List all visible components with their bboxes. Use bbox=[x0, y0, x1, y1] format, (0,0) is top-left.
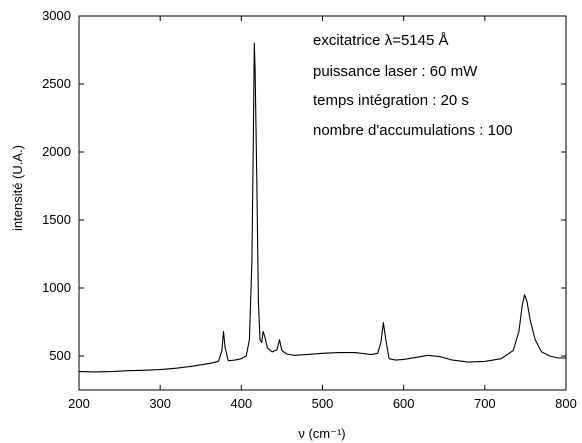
annotation-accumulations: nombre d'accumulations : 100 bbox=[313, 122, 513, 139]
x-axis-ticks: 200 300 400 500 600 700 800 bbox=[68, 16, 577, 411]
x-tick-label-400: 400 bbox=[230, 396, 252, 411]
annotation-excitatrice: excitatrice λ=5145 Å bbox=[313, 32, 449, 49]
annotation-temps: temps intégration : 20 s bbox=[313, 92, 469, 109]
x-tick-label-600: 600 bbox=[393, 396, 415, 411]
spectrum-line-0 bbox=[78, 42, 566, 373]
annotation-block: excitatrice λ=5145 Å puissance laser : 6… bbox=[313, 32, 513, 139]
y-tick-label-500: 500 bbox=[49, 348, 71, 363]
y-axis-ticks: 500 1000 1500 2000 2500 3000 bbox=[42, 8, 566, 363]
x-tick-label-700: 700 bbox=[474, 396, 496, 411]
y-tick-label-2500: 2500 bbox=[42, 76, 71, 91]
y-tick-label-2000: 2000 bbox=[42, 144, 71, 159]
x-tick-label-300: 300 bbox=[149, 396, 171, 411]
y-axis-label: intensité (U.A.) bbox=[10, 145, 25, 231]
y-tick-label-3000: 3000 bbox=[42, 8, 71, 23]
x-tick-label-200: 200 bbox=[68, 396, 90, 411]
x-axis-label: ν (cm⁻¹) bbox=[298, 426, 345, 441]
x-tick-label-800: 800 bbox=[555, 396, 577, 411]
annotation-puissance: puissance laser : 60 mW bbox=[313, 63, 478, 80]
y-tick-label-1000: 1000 bbox=[42, 280, 71, 295]
x-tick-label-500: 500 bbox=[312, 396, 334, 411]
y-tick-label-1500: 1500 bbox=[42, 212, 71, 227]
